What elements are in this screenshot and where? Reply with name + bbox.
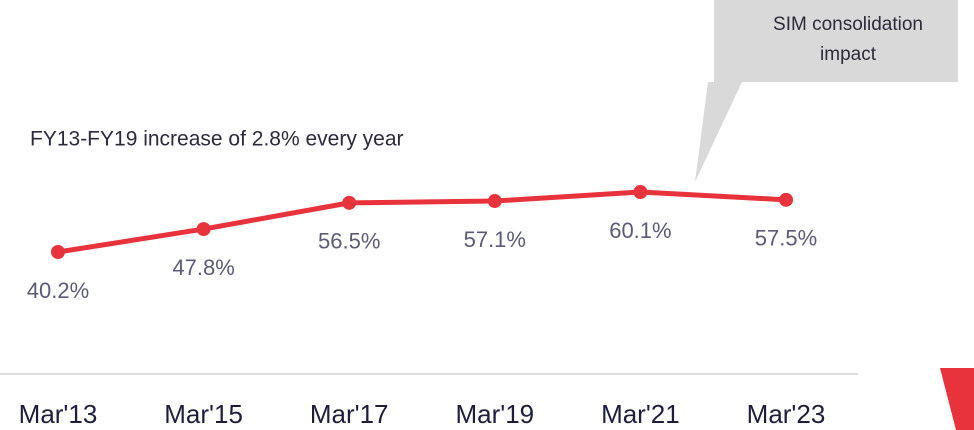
- point: [51, 245, 65, 259]
- annotation: FY13-FY19 increase of 2.8% every year: [30, 128, 404, 151]
- x-tick-label: Mar'13: [19, 399, 98, 429]
- point: [633, 185, 648, 199]
- data-label: 60.1%: [609, 218, 671, 243]
- x-tick-label: Mar'23: [747, 399, 826, 429]
- data-label: 47.8%: [172, 255, 234, 280]
- x-tick-label: Mar'21: [601, 399, 680, 429]
- point: [342, 195, 357, 210]
- data-label: 56.5%: [318, 229, 380, 254]
- x-tick-label: Mar'15: [164, 399, 243, 429]
- point: [196, 222, 211, 237]
- data-label: 57.5%: [755, 226, 817, 251]
- x-tick-label: Mar'17: [310, 399, 389, 429]
- callout-box: [695, 0, 958, 182]
- data-label: 57.1%: [464, 227, 526, 252]
- callout-text: impact: [820, 44, 877, 65]
- x-tick-label: Mar'19: [455, 399, 534, 429]
- decoration: [940, 368, 974, 430]
- point: [779, 192, 793, 207]
- callout-text: SIM consolidation: [773, 14, 923, 35]
- data-label: 40.2%: [27, 278, 89, 303]
- point: [487, 194, 502, 209]
- line: [57, 189, 787, 255]
